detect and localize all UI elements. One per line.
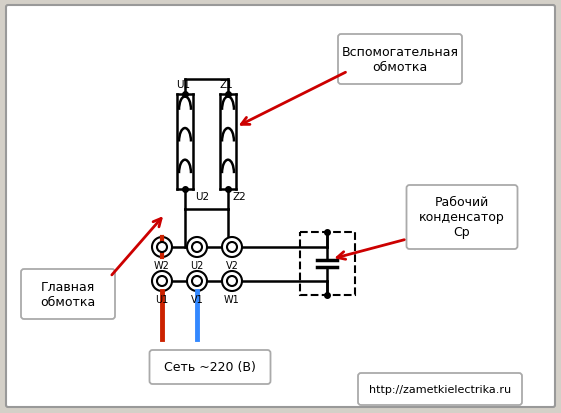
FancyBboxPatch shape [338, 35, 462, 85]
Text: U1: U1 [176, 80, 190, 90]
Circle shape [187, 271, 207, 291]
Circle shape [152, 271, 172, 291]
Circle shape [227, 242, 237, 252]
Circle shape [192, 242, 202, 252]
Circle shape [222, 271, 242, 291]
Text: http://zametkielectrika.ru: http://zametkielectrika.ru [369, 384, 511, 394]
Circle shape [157, 242, 167, 252]
FancyBboxPatch shape [358, 373, 522, 405]
Text: Z1: Z1 [219, 80, 233, 90]
Circle shape [222, 237, 242, 257]
FancyBboxPatch shape [149, 350, 270, 384]
Circle shape [192, 276, 202, 286]
Text: V2: V2 [226, 260, 238, 271]
Circle shape [157, 276, 167, 286]
Text: Вспомогательная
обмотка: Вспомогательная обмотка [342, 46, 458, 74]
Text: W1: W1 [224, 294, 240, 304]
Circle shape [227, 276, 237, 286]
Text: Главная
обмотка: Главная обмотка [40, 280, 95, 308]
Text: Сеть ~220 (В): Сеть ~220 (В) [164, 361, 256, 374]
Text: U1: U1 [155, 294, 169, 304]
Text: W2: W2 [154, 260, 170, 271]
Text: Z2: Z2 [233, 192, 247, 202]
Bar [300, 233, 355, 295]
Text: U2: U2 [195, 192, 209, 202]
Text: Рабочий
конденсатор
Ср: Рабочий конденсатор Ср [419, 196, 505, 239]
FancyBboxPatch shape [407, 185, 517, 249]
Circle shape [152, 237, 172, 257]
Text: V1: V1 [191, 294, 204, 304]
Circle shape [187, 237, 207, 257]
FancyBboxPatch shape [21, 269, 115, 319]
FancyBboxPatch shape [6, 6, 555, 407]
Text: U2: U2 [190, 260, 204, 271]
